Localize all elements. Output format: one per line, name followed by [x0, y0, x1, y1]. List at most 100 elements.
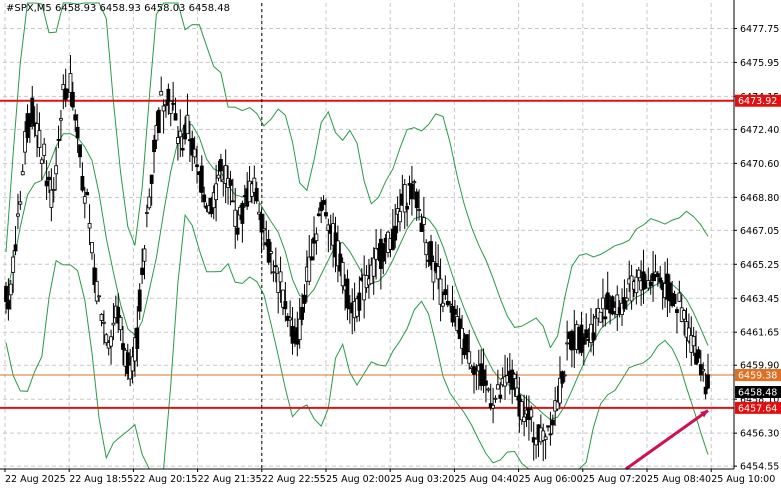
price-level-tag: 6473.92 [735, 94, 781, 107]
x-tick-label: 22 Aug 20:15 [133, 474, 197, 485]
candle [168, 100, 173, 127]
candle [591, 313, 596, 356]
candle [448, 300, 453, 313]
x-tick-label: 25 Aug 02:00 [326, 474, 390, 485]
trend-arrow [625, 409, 709, 471]
current-price-label: 6458.48 [738, 388, 777, 399]
candle [300, 293, 304, 326]
candle [374, 229, 379, 280]
candle [371, 247, 376, 295]
candle [703, 372, 708, 400]
candle [278, 256, 283, 303]
candle [90, 241, 94, 260]
candle [109, 329, 113, 365]
candle [202, 186, 207, 208]
y-tick-label: 6472.40 [740, 125, 779, 136]
candle [61, 74, 66, 110]
current-price-tag: 6458.48 [735, 386, 781, 399]
candle [491, 387, 496, 424]
candle [130, 346, 135, 384]
candle [56, 125, 61, 149]
candle [190, 130, 195, 172]
candle [211, 185, 216, 220]
candle [273, 247, 278, 283]
candle [161, 99, 166, 134]
candle [176, 126, 180, 161]
bollinger-upper-line [5, 2, 709, 349]
candle [218, 153, 223, 182]
candle [682, 309, 687, 336]
candle [142, 245, 147, 280]
candle [4, 281, 8, 314]
candle [321, 195, 326, 211]
candle [443, 275, 448, 301]
candle [694, 330, 698, 365]
candle [240, 200, 245, 243]
x-tick-label: 22 Aug 2025 [5, 474, 66, 485]
candle [307, 235, 312, 286]
candle [235, 210, 240, 241]
candle [393, 204, 398, 249]
candle [214, 164, 219, 222]
candle [99, 313, 104, 327]
y-tick-label: 6477.75 [740, 24, 779, 35]
candle [257, 203, 262, 221]
candle [460, 314, 464, 365]
candle [13, 226, 18, 255]
candle [314, 227, 319, 255]
candle [133, 328, 137, 377]
candle [610, 295, 615, 316]
ohlc-low: 6458.03 [144, 3, 186, 14]
candle [297, 298, 302, 349]
candle [510, 359, 515, 404]
candle [345, 269, 350, 321]
candle [73, 109, 78, 132]
trend-arrow-head [700, 410, 708, 418]
candle [78, 144, 82, 168]
candle [493, 395, 498, 403]
candle [283, 281, 288, 322]
candle [173, 97, 178, 121]
candle [11, 250, 16, 293]
candle [259, 209, 264, 254]
candle [658, 265, 663, 289]
candle [706, 353, 710, 390]
candle [541, 423, 546, 462]
candle [20, 164, 25, 176]
candle [441, 291, 445, 313]
candle [340, 257, 345, 294]
candle [696, 346, 701, 363]
candle [80, 162, 85, 193]
candle [546, 425, 550, 432]
y-tick-label: 6465.25 [740, 260, 779, 271]
candle [147, 188, 152, 210]
candle [37, 112, 42, 157]
candle [412, 179, 417, 200]
candle [223, 149, 228, 204]
candle [445, 284, 450, 308]
candles [4, 55, 710, 462]
candle [309, 238, 314, 261]
candle [94, 267, 99, 305]
candle [565, 320, 570, 361]
candle [144, 204, 149, 228]
candle [166, 83, 171, 115]
candle [429, 234, 433, 271]
price-level-label: 6473.92 [738, 96, 777, 107]
candle [70, 81, 75, 111]
candle [23, 121, 28, 165]
candle [672, 290, 677, 307]
candle [615, 285, 620, 331]
candle [667, 274, 672, 313]
candle [529, 405, 534, 432]
candle [118, 314, 123, 341]
x-tick-label: 25 Aug 07:20 [583, 474, 647, 485]
candle [581, 333, 586, 366]
x-axis-labels: 22 Aug 2025 22 Aug 18:55 22 Aug 20:15 22 Au… [4, 469, 775, 485]
candle [128, 348, 133, 387]
candle [436, 244, 441, 290]
candle [178, 109, 183, 158]
candle [125, 343, 130, 381]
